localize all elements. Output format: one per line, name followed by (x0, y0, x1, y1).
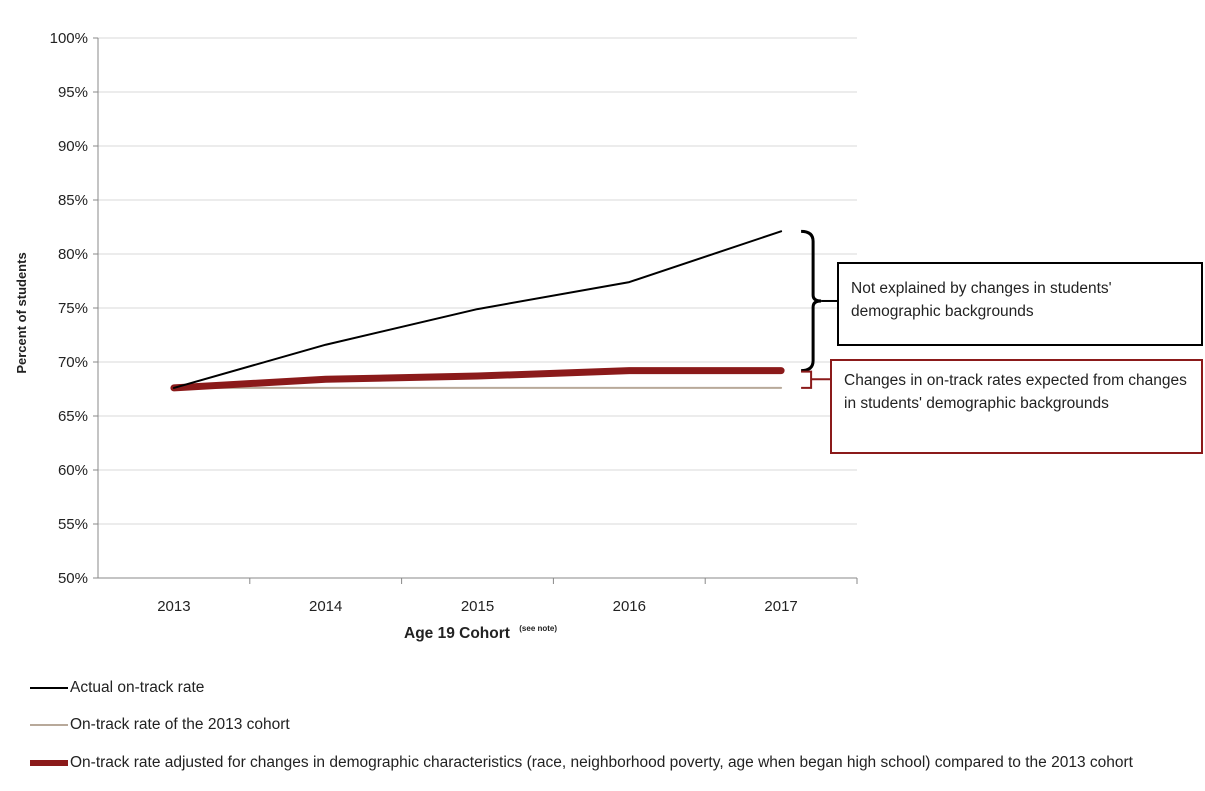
legend-label-2013-cohort: On-track rate of the 2013 cohort (70, 716, 290, 733)
x-axis-title: Age 19 Cohort (see note) (404, 624, 557, 642)
legend-item-actual: Actual on-track rate (30, 677, 1200, 699)
y-tick-label: 55% (58, 516, 88, 533)
annotation-not-explained: Not explained by changes in students' de… (837, 262, 1203, 346)
y-tick-label: 75% (58, 300, 88, 317)
axes: 50% 55% 60% 65% 70% 75% 80% 85% 90% 95% 100% 2013 20… (50, 30, 858, 615)
series-line-0 (172, 230, 783, 389)
x-tick-label: 2015 (461, 598, 494, 615)
legend-swatch-actual (30, 686, 68, 689)
y-axis-title: Percent of students (14, 252, 29, 373)
x-axis-title-text: Age 19 Cohort (404, 625, 510, 642)
y-tick-label: 80% (58, 246, 88, 263)
bracket-black (801, 229, 822, 373)
series-lines (170, 230, 785, 392)
x-tick-label: 2014 (309, 598, 342, 615)
bracket-red (801, 370, 813, 389)
legend-swatch-adjusted (30, 759, 68, 766)
gridlines (98, 37, 857, 525)
y-tick-label: 70% (58, 354, 88, 371)
y-tick-label: 95% (58, 84, 88, 101)
y-tick-label: 100% (50, 30, 88, 47)
x-axis-title-note: (see note) (519, 624, 557, 633)
annotation-brackets (801, 229, 837, 389)
legend-swatch-2013-cohort (30, 723, 68, 726)
legend-item-2013-cohort: On-track rate of the 2013 cohort (30, 714, 1200, 736)
x-tick-label: 2016 (613, 598, 646, 615)
legend-item-adjusted: On-track rate adjusted for changes in de… (30, 752, 1200, 774)
y-tick-label: 85% (58, 192, 88, 209)
annotation-expected-changes: Changes in on-track rates expected from … (830, 359, 1203, 454)
legend-label-actual: Actual on-track rate (70, 679, 205, 696)
legend-label-adjusted: On-track rate adjusted for changes in de… (70, 754, 1133, 771)
y-tick-label: 90% (58, 138, 88, 155)
x-tick-label: 2013 (157, 598, 190, 615)
y-tick-label: 50% (58, 570, 88, 587)
y-tick-label: 60% (58, 462, 88, 479)
y-tick-label: 65% (58, 408, 88, 425)
series-line-2 (170, 367, 785, 392)
x-tick-label: 2017 (764, 598, 797, 615)
